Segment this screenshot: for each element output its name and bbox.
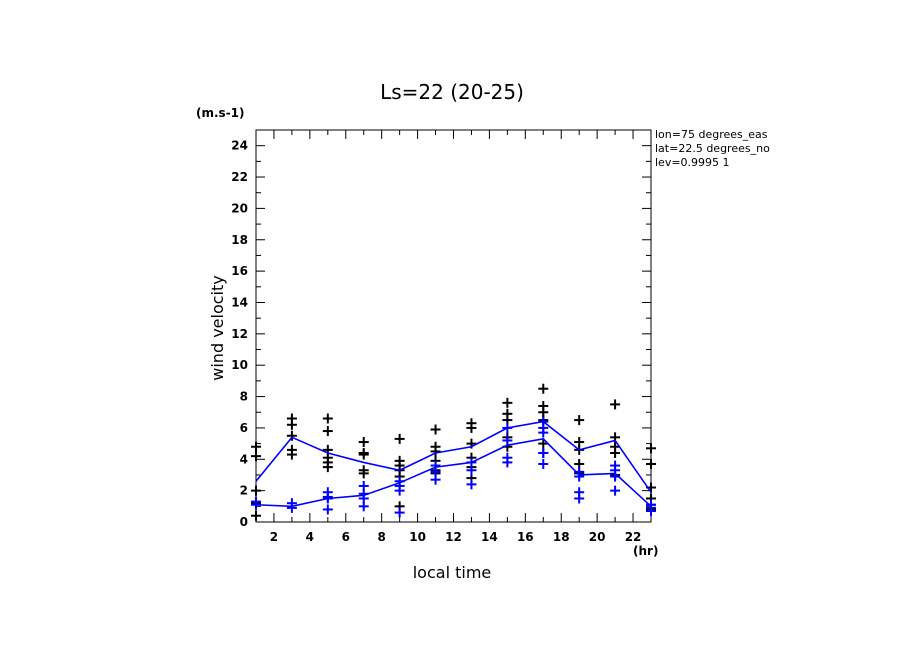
annotation-lat: lat=22.5 degrees_no xyxy=(655,142,770,155)
scatter-point-black xyxy=(322,426,333,437)
scatter-point-blue xyxy=(538,427,549,438)
y-tick-label: 14 xyxy=(231,295,248,309)
scatter-point-blue xyxy=(466,479,477,490)
x-tick-label: 6 xyxy=(342,530,350,544)
scatter-point-black xyxy=(358,468,369,479)
scatter-point-black xyxy=(646,443,656,454)
scatter-point-blue xyxy=(430,474,441,485)
scatter-point-black xyxy=(574,415,585,426)
scatter-point-black xyxy=(251,510,261,521)
y-tick-label: 24 xyxy=(231,139,248,153)
y-axis-label: wind velocity xyxy=(208,275,227,380)
scatter-point-black xyxy=(610,448,621,459)
scatter-point-black xyxy=(430,424,441,435)
scatter-point-black xyxy=(430,446,441,457)
annotation-lev: lev=0.9995 1 xyxy=(655,156,730,169)
scatter-point-black xyxy=(502,397,513,408)
x-tick-label: 2 xyxy=(270,530,278,544)
scatter-point-black xyxy=(538,383,549,394)
series-line-1 xyxy=(255,420,652,493)
scatter-point-blue xyxy=(394,485,405,496)
scatter-point-blue xyxy=(358,501,369,512)
scatter-point-blue xyxy=(286,502,297,513)
y-tick-label: 4 xyxy=(240,452,248,466)
y-tick-label: 20 xyxy=(231,201,248,215)
y-tick-label: 6 xyxy=(240,421,248,435)
scatter-point-black xyxy=(646,458,656,469)
scatter-point-black xyxy=(286,449,297,460)
scatter-point-blue xyxy=(502,457,513,468)
y-tick-label: 12 xyxy=(231,327,248,341)
scatter-point-blue xyxy=(394,507,405,518)
scatter-point-black xyxy=(251,451,261,462)
y-tick-label: 8 xyxy=(240,390,248,404)
scatter-point-blue xyxy=(574,471,585,482)
x-tick-label: 12 xyxy=(445,530,462,544)
x-tick-label: 8 xyxy=(378,530,386,544)
scatter-point-blue xyxy=(502,435,513,446)
scatter-point-black xyxy=(466,422,477,433)
x-tick-label: 22 xyxy=(625,530,642,544)
scatter-point-black xyxy=(286,430,297,441)
scatter-point-blue xyxy=(466,465,477,476)
x-tick-label: 20 xyxy=(589,530,606,544)
y-tick-label: 10 xyxy=(231,358,248,372)
scatter-point-black xyxy=(358,449,369,460)
series-line-2 xyxy=(255,438,652,508)
scatter-point-black xyxy=(322,413,333,424)
scatter-point-black xyxy=(358,437,369,448)
y-tick-label: 18 xyxy=(231,233,248,247)
scatter-point-blue xyxy=(322,504,333,515)
scatter-point-black xyxy=(394,433,405,444)
scatter-point-black xyxy=(251,485,261,496)
scatter-point-black xyxy=(610,399,621,410)
x-unit-label: (hr) xyxy=(633,544,658,558)
scatter-point-black xyxy=(322,462,333,473)
y-tick-label: 0 xyxy=(240,515,248,529)
scatter-point-blue xyxy=(538,448,549,459)
scatter-point-blue xyxy=(610,485,621,496)
data-marks xyxy=(251,383,656,521)
scatter-point-black xyxy=(251,441,261,452)
annotation-lon: lon=75 degrees_eas xyxy=(655,128,768,141)
plot-frame xyxy=(255,129,652,523)
y-tick-label: 2 xyxy=(240,484,248,498)
y-tick-label: 16 xyxy=(231,264,248,278)
x-tick-label: 18 xyxy=(553,530,570,544)
scatter-point-black xyxy=(538,438,549,449)
chart-title: Ls=22 (20-25) xyxy=(380,80,524,104)
x-tick-label: 4 xyxy=(306,530,314,544)
x-tick-label: 10 xyxy=(409,530,426,544)
x-tick-label: 16 xyxy=(517,530,534,544)
y-tick-label: 22 xyxy=(231,170,248,184)
scatter-point-blue xyxy=(646,506,656,517)
x-tick-label: 14 xyxy=(481,530,498,544)
scatter-point-blue xyxy=(574,493,585,504)
scatter-point-blue xyxy=(538,458,549,469)
y-unit-label: (m.s-1) xyxy=(196,106,245,120)
scatter-point-black xyxy=(286,419,297,430)
x-axis-label: local time xyxy=(413,563,492,582)
